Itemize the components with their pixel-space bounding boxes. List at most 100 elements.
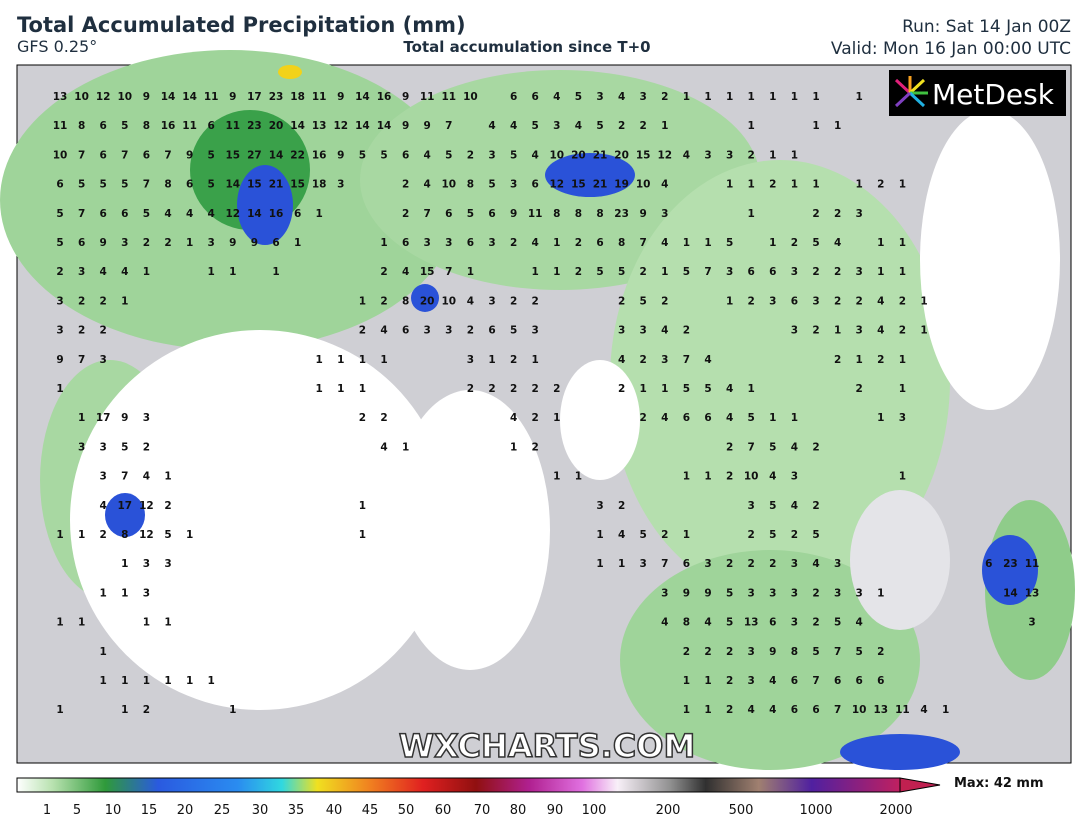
subtitle: Total accumulation since T+0 xyxy=(403,38,650,56)
colorbar-tick-label: 1 xyxy=(43,803,51,818)
grid-value: 2 xyxy=(661,295,668,307)
grid-value: 1 xyxy=(661,383,668,395)
grid-value: 2 xyxy=(532,412,539,424)
grid-value: 3 xyxy=(208,237,215,249)
grid-value: 14 xyxy=(269,149,284,161)
grid-value: 1 xyxy=(856,354,863,366)
grid-value: 5 xyxy=(812,646,819,658)
grid-value: 3 xyxy=(510,179,517,191)
grid-value: 1 xyxy=(812,91,819,103)
grid-value: 1 xyxy=(186,237,193,249)
grid-value: 8 xyxy=(683,617,690,629)
grid-value: 3 xyxy=(488,149,495,161)
grid-value: 1 xyxy=(56,617,63,629)
grid-value: 3 xyxy=(769,587,776,599)
grid-value: 1 xyxy=(942,704,949,716)
grid-value: 1 xyxy=(748,383,755,395)
grid-value: 2 xyxy=(877,646,884,658)
grid-value: 14 xyxy=(355,120,370,132)
grid-value: 4 xyxy=(143,471,150,483)
grid-value: 1 xyxy=(899,179,906,191)
grid-value: 2 xyxy=(812,617,819,629)
grid-value: 2 xyxy=(769,558,776,570)
grid-value: 8 xyxy=(467,179,474,191)
grid-value: 5 xyxy=(726,617,733,629)
grid-value: 2 xyxy=(769,179,776,191)
grid-value: 6 xyxy=(56,179,63,191)
grid-value: 1 xyxy=(488,354,495,366)
grid-value: 3 xyxy=(56,295,63,307)
precip-max xyxy=(840,734,960,770)
grid-value: 4 xyxy=(769,471,776,483)
grid-value: 1 xyxy=(704,91,711,103)
sea xyxy=(560,360,640,480)
grid-value: 21 xyxy=(593,179,608,191)
grid-value: 11 xyxy=(895,704,910,716)
grid-value: 12 xyxy=(139,529,154,541)
grid-value: 5 xyxy=(596,266,603,278)
grid-value: 4 xyxy=(661,237,668,249)
precip-max xyxy=(545,153,635,197)
grid-value: 20 xyxy=(571,149,586,161)
grid-value: 1 xyxy=(769,149,776,161)
grid-value: 8 xyxy=(78,120,85,132)
grid-value: 14 xyxy=(377,120,392,132)
colorbar-tick-label: 25 xyxy=(214,803,231,818)
grid-value: 3 xyxy=(640,558,647,570)
grid-value: 4 xyxy=(488,120,495,132)
grid-value: 5 xyxy=(121,441,128,453)
grid-value: 2 xyxy=(402,208,409,220)
grid-value: 5 xyxy=(510,325,517,337)
grid-value: 23 xyxy=(1003,558,1018,570)
grid-value: 6 xyxy=(294,208,301,220)
grid-value: 6 xyxy=(467,237,474,249)
grid-value: 1 xyxy=(726,295,733,307)
grid-value: 2 xyxy=(877,179,884,191)
grid-value: 1 xyxy=(121,587,128,599)
grid-value: 21 xyxy=(269,179,284,191)
colorbar-tick-label: 70 xyxy=(474,803,491,818)
grid-value: 1 xyxy=(920,295,927,307)
grid-value: 17 xyxy=(247,91,262,103)
grid-value: 2 xyxy=(834,266,841,278)
grid-value: 4 xyxy=(704,617,711,629)
land-dry xyxy=(850,490,950,630)
grid-value: 1 xyxy=(661,266,668,278)
grid-value: 12 xyxy=(96,91,111,103)
grid-value: 2 xyxy=(640,354,647,366)
grid-value: 3 xyxy=(424,325,431,337)
grid-value: 3 xyxy=(56,325,63,337)
grid-value: 5 xyxy=(164,529,171,541)
grid-value: 4 xyxy=(877,325,884,337)
grid-value: 1 xyxy=(402,441,409,453)
grid-value: 11 xyxy=(53,120,68,132)
grid-value: 3 xyxy=(661,587,668,599)
grid-value: 5 xyxy=(812,529,819,541)
grid-value: 4 xyxy=(683,149,690,161)
grid-value: 3 xyxy=(834,587,841,599)
grid-value: 2 xyxy=(748,149,755,161)
colorbar-tick-label: 1000 xyxy=(799,803,832,818)
grid-value: 13 xyxy=(312,120,327,132)
grid-value: 6 xyxy=(791,675,798,687)
grid-value: 15 xyxy=(290,179,305,191)
grid-value: 2 xyxy=(726,704,733,716)
grid-value: 3 xyxy=(445,325,452,337)
grid-value: 5 xyxy=(121,120,128,132)
precip-max xyxy=(105,493,145,537)
grid-value: 7 xyxy=(121,471,128,483)
grid-value: 9 xyxy=(229,237,236,249)
grid-value: 3 xyxy=(856,587,863,599)
grid-value: 1 xyxy=(164,675,171,687)
grid-value: 3 xyxy=(337,179,344,191)
grid-value: 5 xyxy=(380,149,387,161)
grid-value: 4 xyxy=(424,149,431,161)
grid-value: 4 xyxy=(834,237,841,249)
grid-value: 20 xyxy=(420,295,435,307)
grid-value: 2 xyxy=(618,120,625,132)
grid-value: 3 xyxy=(445,237,452,249)
grid-value: 1 xyxy=(726,179,733,191)
grid-value: 3 xyxy=(791,266,798,278)
grid-value: 4 xyxy=(769,704,776,716)
grid-value: 2 xyxy=(402,179,409,191)
